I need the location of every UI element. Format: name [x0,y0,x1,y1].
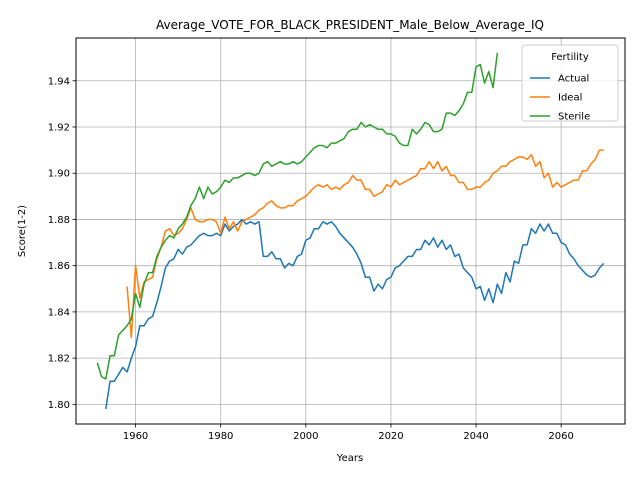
y-tick-label: 1.90 [48,169,70,180]
x-tick-label: 1980 [208,431,233,442]
series-line-actual [105,218,605,410]
legend-title: Fertility [551,52,589,63]
legend-box [521,44,619,122]
x-tick-label: 1960 [123,431,148,442]
y-axis-label: Score(1-2) [17,205,28,257]
series-line-sterile [96,52,499,380]
y-axis-ticks: 1.80 1.82 1.84 1.86 1.88 1.90 1.92 1.94 [48,76,76,411]
legend-label-ideal: Ideal [558,93,582,104]
x-axis-label: Years [336,453,363,464]
x-tick-label: 2000 [293,431,318,442]
x-tick-label: 2020 [378,431,403,442]
plot-frame [75,37,626,425]
y-tick-label: 1.82 [48,354,70,365]
legend-label-actual: Actual [558,74,589,85]
y-tick-label: 1.94 [48,76,70,87]
y-tick-label: 1.88 [48,215,70,226]
y-tick-label: 1.84 [48,307,70,318]
series-line-ideal [126,149,604,339]
y-tick-label: 1.86 [48,261,70,272]
chart-title: Average_VOTE_FOR_BLACK_PRESIDENT_Male_Be… [156,18,544,32]
y-tick-label: 1.92 [48,122,70,133]
legend-label-sterile: Sterile [558,112,590,123]
legend: Fertility Actual Ideal Sterile [521,44,619,123]
series-lines [96,52,605,410]
x-tick-label: 2040 [463,431,488,442]
legend-items: Actual Ideal Sterile [530,74,590,123]
x-tick-label: 2060 [548,431,573,442]
y-tick-label: 1.80 [48,400,70,411]
grid [76,38,625,424]
x-axis-ticks: 1960 1980 2000 2020 2040 2060 [123,424,574,442]
